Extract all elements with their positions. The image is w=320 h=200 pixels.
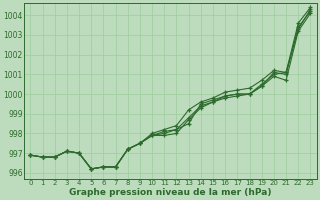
X-axis label: Graphe pression niveau de la mer (hPa): Graphe pression niveau de la mer (hPa) [69,188,272,197]
